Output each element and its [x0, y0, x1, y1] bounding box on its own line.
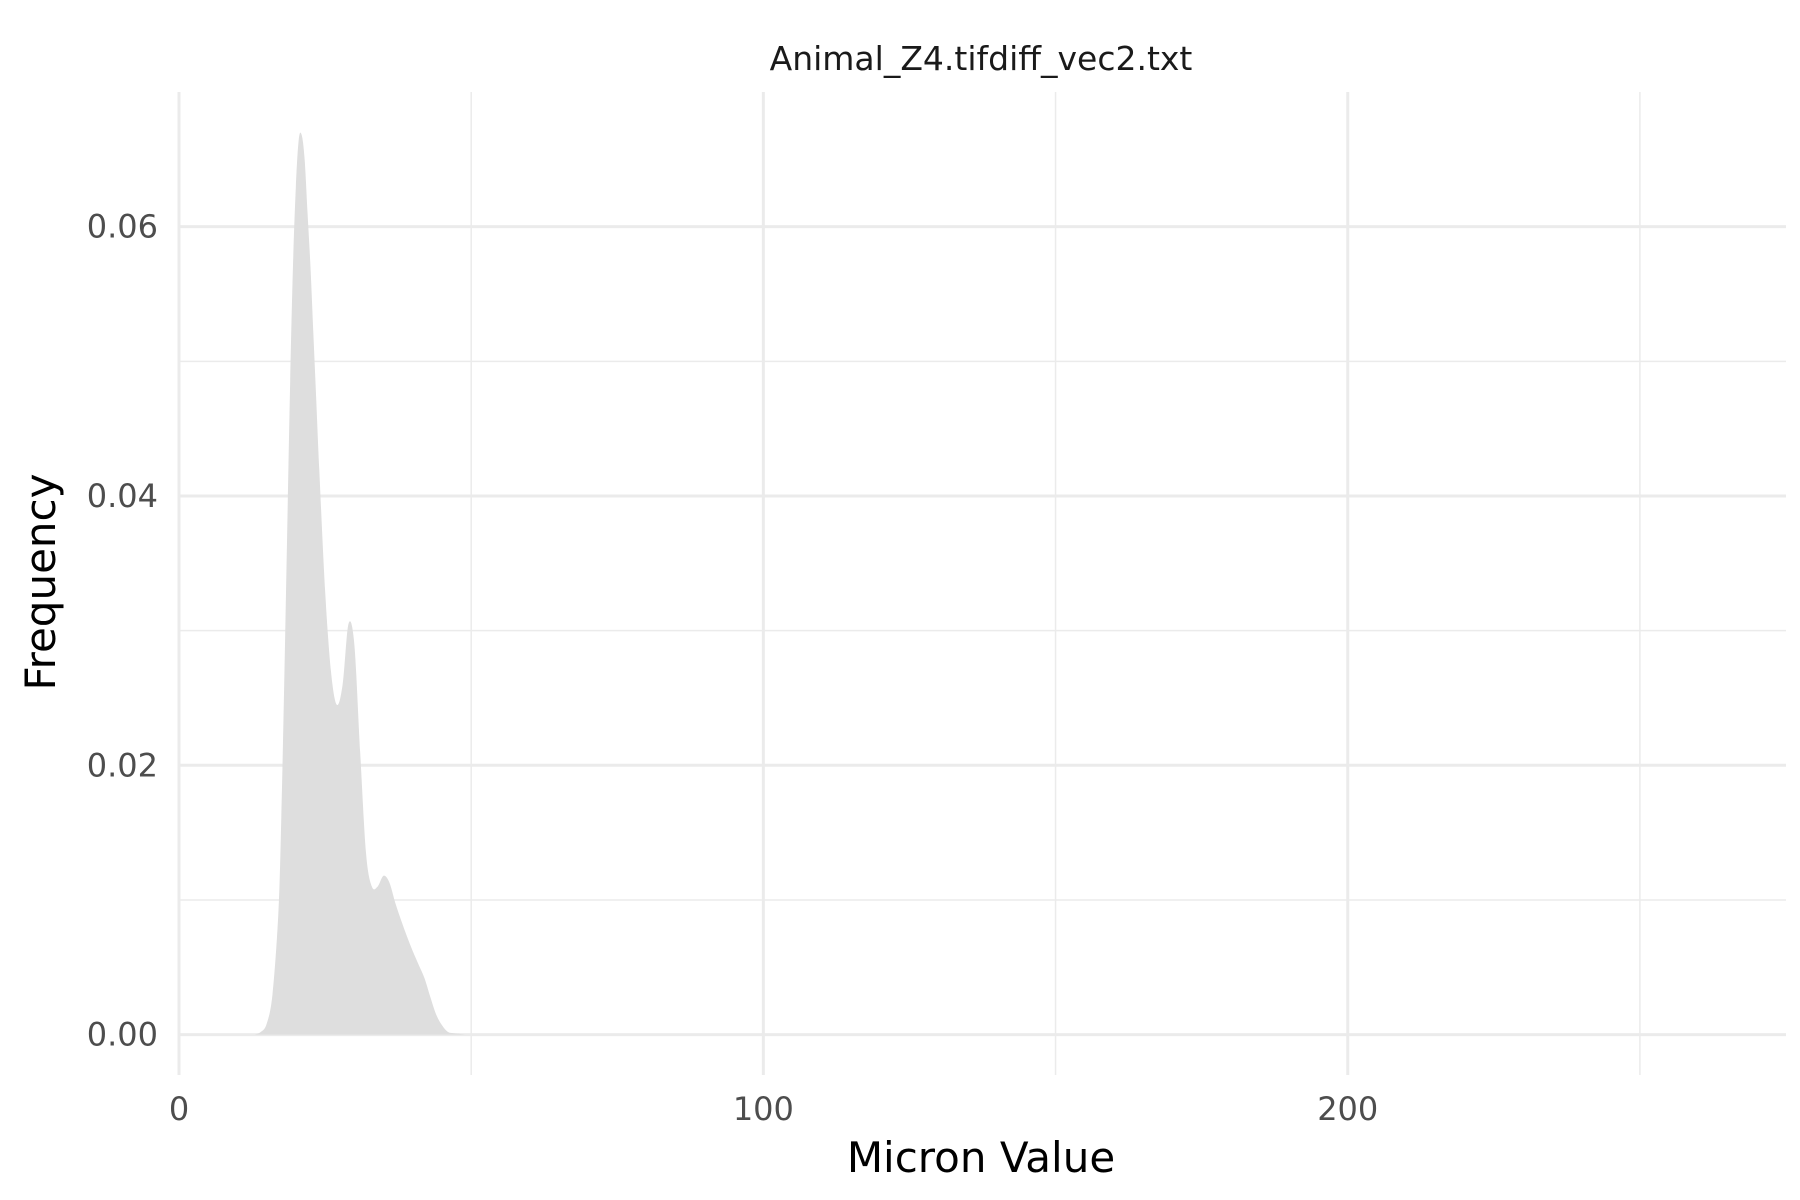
- x-axis-title: Micron Value: [847, 1133, 1115, 1182]
- y-axis-tick-labels: 0.00 0.02 0.04 0.06: [87, 208, 158, 1054]
- chart-title: Animal_Z4.tifdiff_vec2.txt: [770, 39, 1193, 78]
- y-axis-title: Frequency: [16, 474, 65, 691]
- density-area: [254, 132, 518, 1035]
- y-tick-label: 0.04: [87, 477, 158, 515]
- y-tick-label: 0.06: [87, 208, 158, 246]
- minor-gridlines: [179, 92, 1786, 1075]
- x-tick-label: 100: [733, 1090, 794, 1128]
- x-tick-label: 0: [169, 1090, 189, 1128]
- x-axis-tick-labels: 0 100 200: [169, 1090, 1378, 1128]
- y-tick-label: 0.02: [87, 746, 158, 784]
- y-tick-label: 0.00: [87, 1016, 158, 1054]
- x-tick-label: 200: [1317, 1090, 1378, 1128]
- major-gridlines: [177, 92, 1786, 1075]
- density-layer: [254, 132, 518, 1035]
